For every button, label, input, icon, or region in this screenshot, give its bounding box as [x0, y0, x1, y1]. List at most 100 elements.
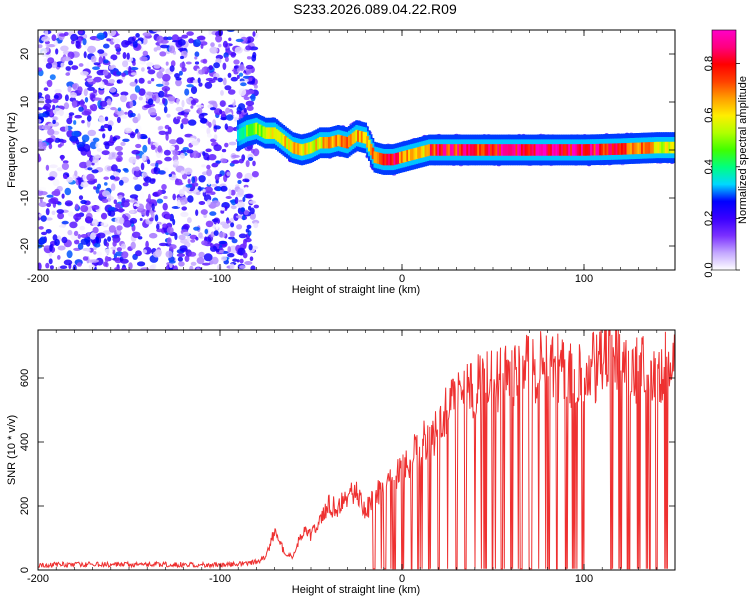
noise-cell	[49, 111, 53, 117]
ridge-cell	[659, 141, 662, 154]
noise-cell	[209, 46, 218, 54]
noise-cell	[150, 112, 158, 116]
noise-cell	[52, 119, 56, 124]
spectrogram-x-label: Height of straight line (km)	[292, 284, 420, 296]
ridge-cell	[535, 144, 539, 156]
noise-cell	[252, 160, 256, 167]
noise-cell	[38, 186, 47, 191]
noise-cell	[177, 111, 185, 116]
noise-cell	[227, 89, 236, 95]
noise-cell	[149, 178, 156, 185]
ridge-cell	[238, 128, 242, 141]
noise-cell	[199, 117, 208, 124]
noise-cell	[121, 267, 127, 270]
ridge-cell	[288, 139, 291, 151]
noise-cell	[220, 185, 228, 192]
noise-cell	[133, 169, 142, 178]
noise-cell	[237, 188, 244, 196]
noise-cell	[226, 114, 234, 121]
noise-cell	[118, 207, 124, 213]
noise-cell	[183, 108, 191, 113]
noise-cell	[39, 47, 48, 55]
noise-cell	[81, 120, 85, 124]
ridge-cell	[439, 144, 442, 156]
noise-cell	[182, 223, 190, 230]
noise-cell	[158, 90, 165, 98]
noise-cell	[224, 85, 232, 91]
ridge-cell	[672, 141, 675, 154]
noise-cell	[104, 182, 108, 186]
ridge-cell	[511, 144, 515, 156]
ridge-cell	[508, 144, 511, 156]
ridge-cell	[338, 135, 342, 147]
noise-cell	[203, 152, 210, 161]
ridge-cell	[530, 144, 533, 156]
noise-cell	[209, 211, 217, 216]
noise-cell	[129, 133, 136, 139]
noise-cell	[159, 51, 167, 57]
snr-y-ticks: 0 200 400 600	[19, 369, 675, 573]
ridge-cell	[568, 144, 571, 156]
noise-cell	[120, 94, 127, 103]
ridge-cell	[650, 142, 653, 154]
noise-cell	[158, 170, 166, 175]
noise-cell	[210, 42, 215, 48]
ridge-cell	[348, 135, 351, 148]
ridge-cell	[355, 129, 358, 142]
ridge-cell	[331, 136, 335, 148]
noise-cell	[130, 241, 136, 250]
noise-cell	[240, 82, 247, 87]
noise-cell	[166, 36, 173, 41]
noise-cell	[156, 150, 162, 159]
noise-cell	[78, 63, 84, 67]
noise-cell	[166, 113, 171, 118]
noise-cell	[38, 67, 43, 72]
noise-cell	[129, 217, 138, 224]
noise-cell	[112, 171, 120, 176]
noise-cell	[206, 199, 211, 205]
noise-cell	[226, 126, 234, 133]
noise-cell	[202, 58, 208, 64]
noise-cell	[218, 231, 226, 238]
noise-cell	[96, 183, 102, 189]
noise-cell	[230, 98, 235, 103]
noise-cell	[163, 106, 168, 114]
noise-cell	[149, 232, 158, 239]
noise-cell	[149, 264, 155, 270]
noise-cell	[128, 66, 132, 74]
noise-cell	[52, 104, 56, 111]
noise-cell	[96, 148, 103, 152]
ridge-cell	[564, 144, 568, 156]
ridge-cell	[284, 136, 287, 148]
noise-cell	[107, 206, 116, 212]
noise-cell	[48, 258, 53, 265]
ridge-cell	[437, 144, 440, 156]
ridge-cell	[244, 126, 247, 138]
snr-y-label: SNR (10 * v/v)	[6, 415, 18, 485]
noise-cell	[53, 188, 61, 197]
noise-cell	[208, 100, 217, 105]
snr-x-label: Height of straight line (km)	[292, 584, 420, 596]
noise-cell	[213, 62, 221, 69]
noise-cell	[128, 262, 133, 270]
noise-cell	[216, 264, 222, 270]
ridge-cell	[537, 144, 540, 156]
noise-cell	[69, 135, 79, 142]
noise-cell	[129, 209, 135, 214]
noise-cell	[93, 251, 97, 255]
noise-cell	[63, 31, 69, 36]
noise-cell	[86, 75, 93, 79]
noise-cell	[38, 262, 42, 270]
noise-cell	[83, 143, 91, 152]
noise-cell	[92, 66, 100, 70]
noise-cell	[147, 137, 151, 145]
noise-cell	[151, 203, 155, 211]
noise-cell	[113, 199, 118, 204]
ridge-cell	[488, 144, 491, 156]
noise-cell	[124, 127, 133, 134]
noise-cell	[138, 88, 146, 96]
noise-cell	[245, 100, 255, 107]
noise-cell	[243, 96, 250, 101]
noise-cell	[208, 154, 217, 161]
noise-cell	[170, 60, 176, 67]
